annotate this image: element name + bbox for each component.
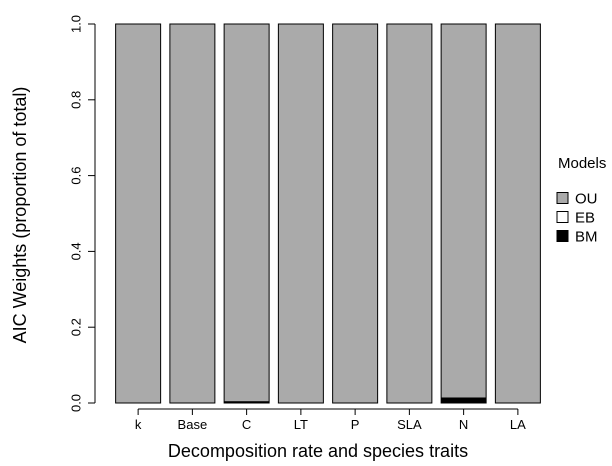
legend-label-ou: OU xyxy=(575,190,598,207)
legend-label-bm: BM xyxy=(575,228,598,245)
bar-segment-bm-n xyxy=(441,397,487,403)
bar-segment-ou-sla xyxy=(386,24,432,403)
legend-swatch-bm xyxy=(556,230,569,242)
x-axis: k Base C LT P SLA N LA xyxy=(135,408,526,432)
x-tick-label-k: k xyxy=(135,417,142,432)
y-tick-label: 1.0 xyxy=(69,15,84,33)
y-tick-label: 0.0 xyxy=(69,394,84,412)
x-tick-label-la: LA xyxy=(510,417,526,432)
x-tick-label-base: Base xyxy=(178,417,208,432)
bar-segment-ou-c xyxy=(224,24,270,402)
bar-outline-k xyxy=(115,23,162,404)
y-tick-label: 0.2 xyxy=(69,318,84,336)
bar-outline-p xyxy=(332,23,379,404)
x-tick-label-lt: LT xyxy=(294,417,308,432)
bar-segment-ou-p xyxy=(332,24,378,403)
bar-outline-n xyxy=(440,23,487,404)
bars-group xyxy=(115,23,541,404)
bar-outline-sla xyxy=(386,23,433,404)
bar-outline-la xyxy=(494,23,541,404)
bar-outline-lt xyxy=(277,23,324,404)
x-tick-label-p: P xyxy=(351,417,360,432)
x-tick-label-c: C xyxy=(242,417,251,432)
y-tick-label: 0.6 xyxy=(69,167,84,185)
bar-outline-base xyxy=(169,23,216,404)
legend-title: Models xyxy=(558,155,606,172)
y-tick-label: 0.4 xyxy=(69,242,84,260)
legend-label-eb: EB xyxy=(575,209,595,226)
legend-swatch-eb xyxy=(556,211,569,223)
bar-segment-bm-c xyxy=(224,401,270,403)
y-axis-title: AIC Weights (proportion of total) xyxy=(10,87,30,344)
bar-outline-c xyxy=(223,23,270,404)
x-tick-label-n: N xyxy=(459,417,468,432)
bar-segment-ou-k xyxy=(115,24,161,403)
legend: Models OU EB BM xyxy=(556,155,606,245)
y-axis: 0.0 0.2 0.4 0.6 0.8 1.0 xyxy=(69,15,96,412)
bar-segment-ou-n xyxy=(441,24,487,398)
bar-segment-ou-la xyxy=(495,24,541,403)
x-tick-label-sla: SLA xyxy=(397,417,422,432)
legend-swatch-ou xyxy=(556,192,569,204)
bar-segment-ou-lt xyxy=(278,24,324,403)
y-tick-label: 0.8 xyxy=(69,91,84,109)
x-axis-title: Decomposition rate and species traits xyxy=(168,441,468,461)
bar-segment-ou-base xyxy=(169,24,215,403)
